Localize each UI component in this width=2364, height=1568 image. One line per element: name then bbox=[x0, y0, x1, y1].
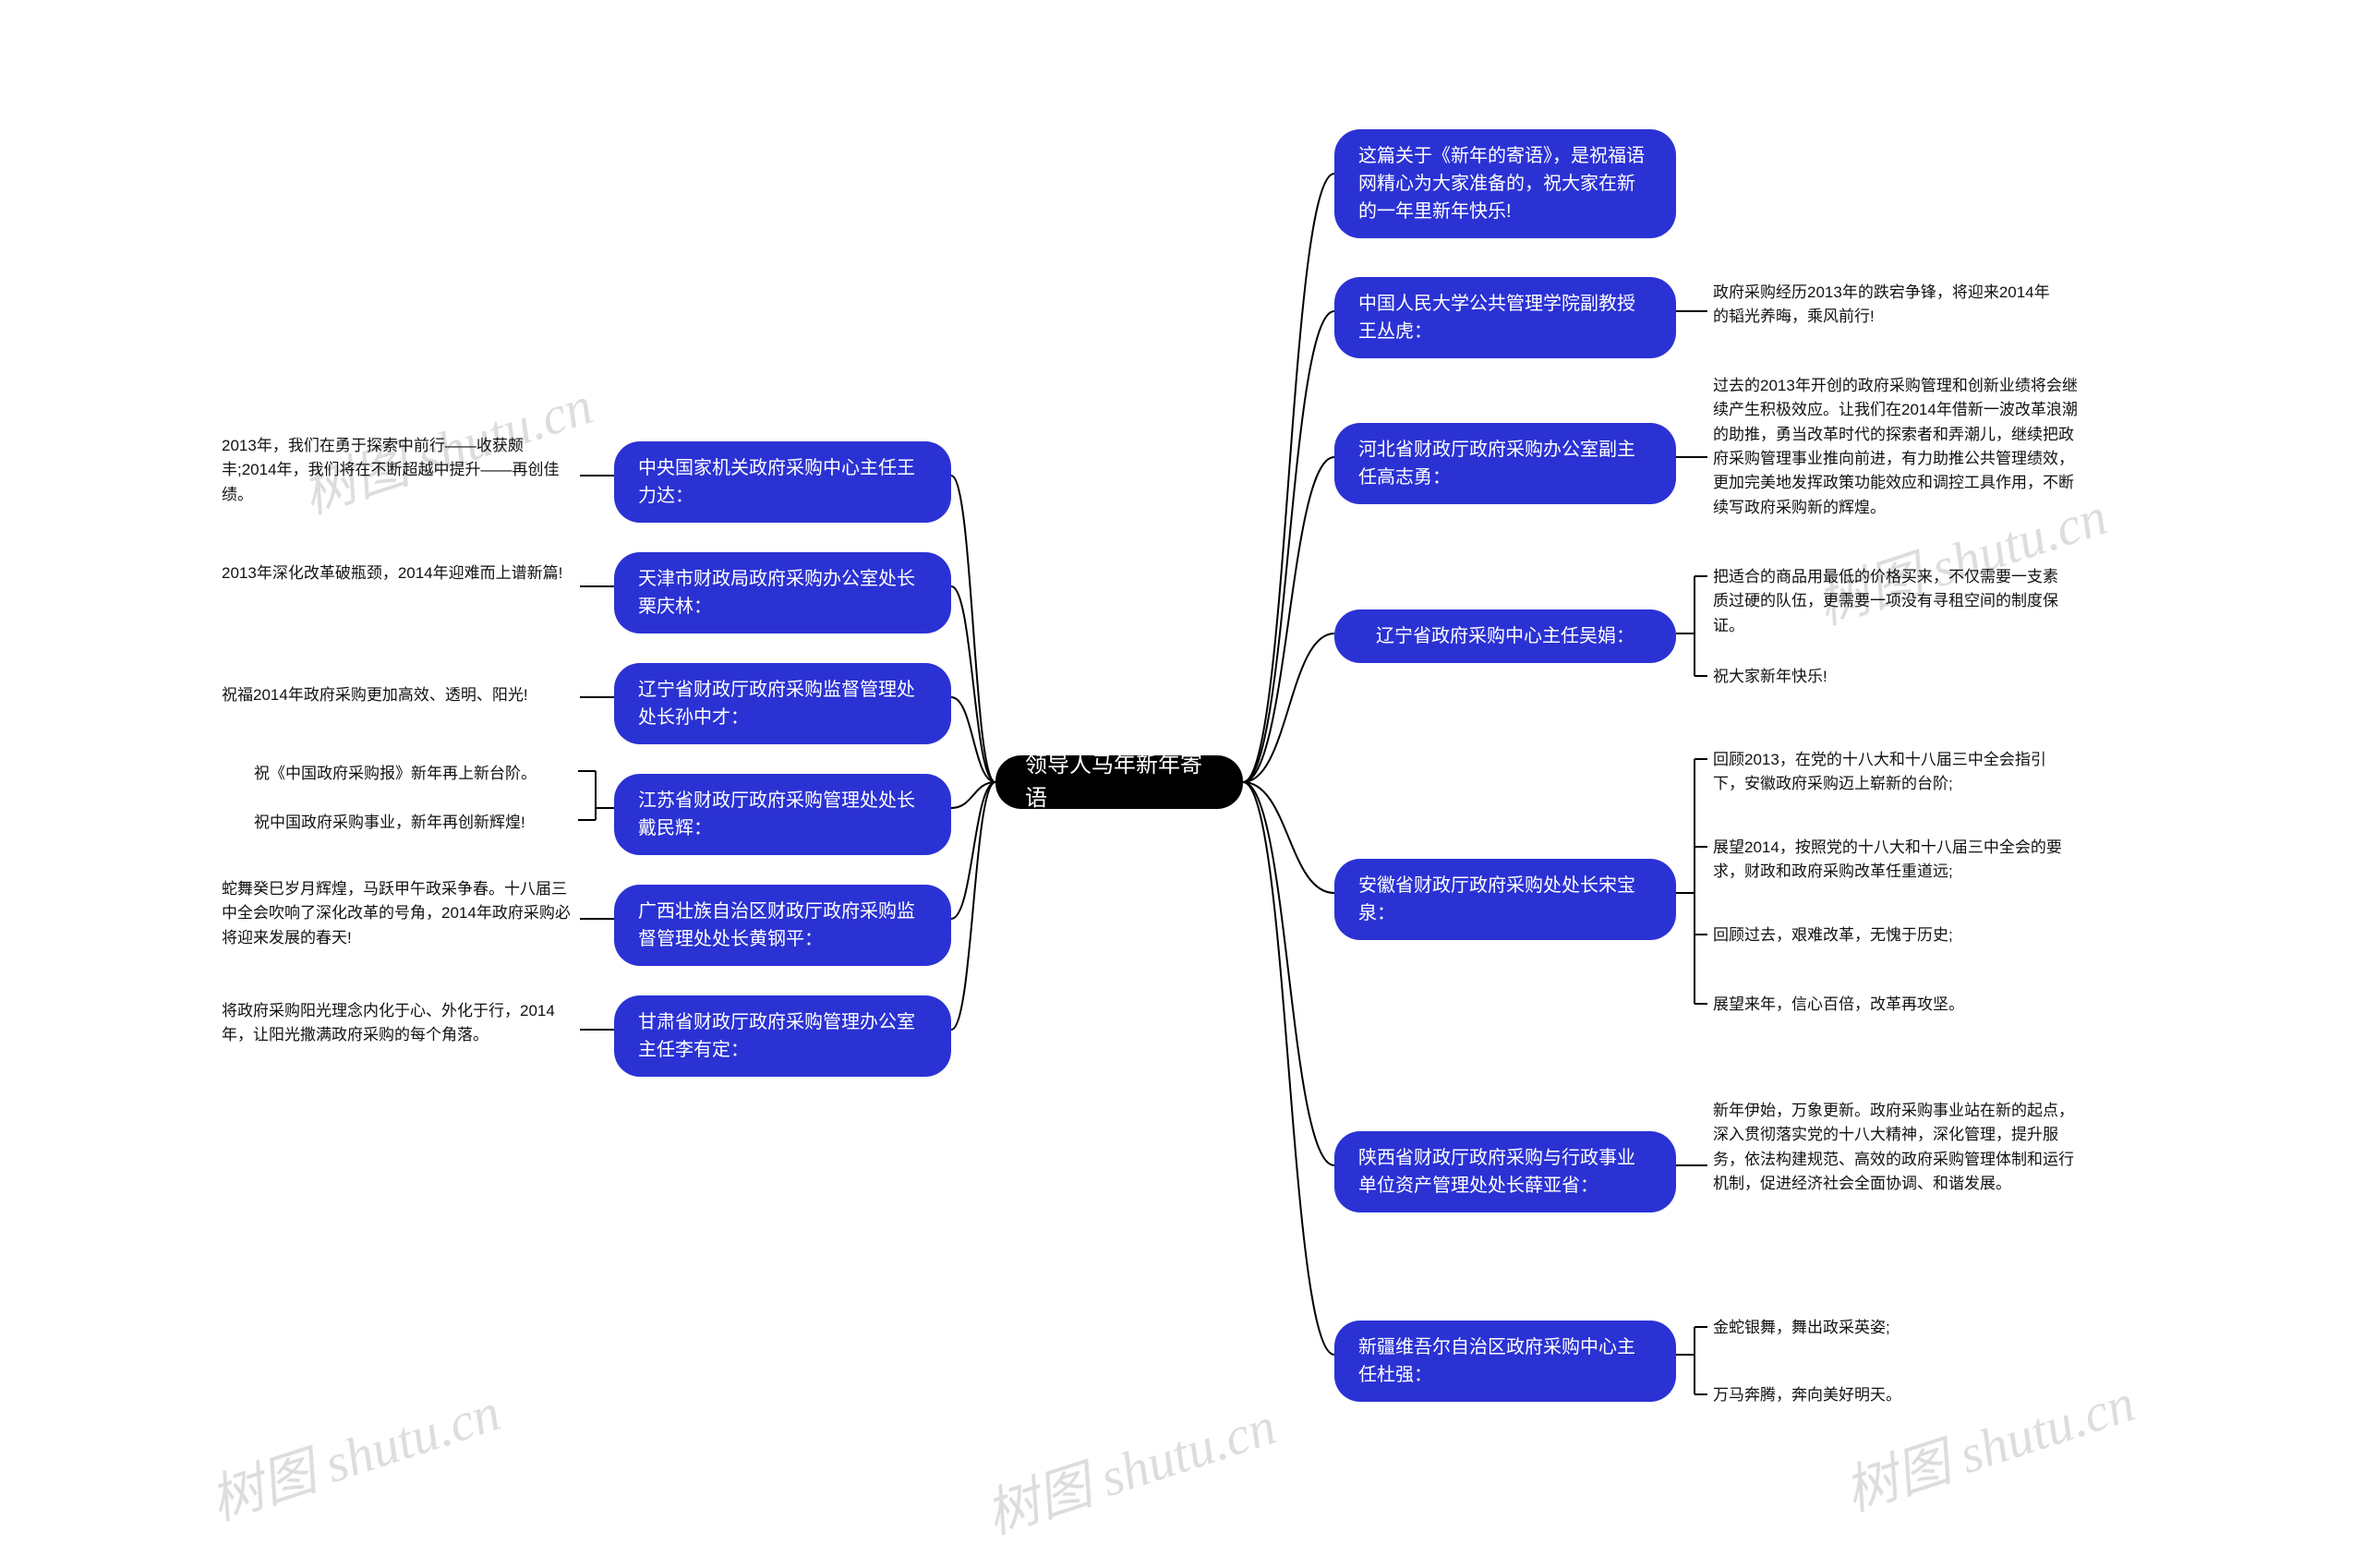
center-node[interactable]: 领导人马年新年寄语 bbox=[995, 755, 1243, 809]
leaf-text: 蛇舞癸巳岁月辉煌，马跃甲午政采争春。十八届三中全会吹响了深化改革的号角，2014… bbox=[222, 877, 573, 950]
branch-node-left[interactable]: 辽宁省财政厅政府采购监督管理处处长孙中才： bbox=[614, 663, 951, 744]
leaf-text: 政府采购经历2013年的跌宕争锋，将迎来2014年的韬光养晦，乘风前行! bbox=[1713, 281, 2064, 330]
branch-node-right[interactable]: 中国人民大学公共管理学院副教授王丛虎： bbox=[1334, 277, 1676, 358]
leaf-text: 2013年深化改革破瓶颈，2014年迎难而上谱新篇! bbox=[222, 561, 573, 585]
leaf-text: 将政府采购阳光理念内化于心、外化于行，2014年，让阳光撒满政府采购的每个角落。 bbox=[222, 999, 573, 1048]
branch-node-left[interactable]: 中央国家机关政府采购中心主任王力达： bbox=[614, 441, 951, 523]
branch-node-left[interactable]: 江苏省财政厅政府采购管理处处长戴民辉： bbox=[614, 774, 951, 855]
branch-node-right[interactable]: 陕西省财政厅政府采购与行政事业单位资产管理处处长薛亚省： bbox=[1334, 1131, 1676, 1212]
branch-node-right[interactable]: 安徽省财政厅政府采购处处长宋宝泉： bbox=[1334, 859, 1676, 940]
leaf-text: 过去的2013年开创的政府采购管理和创新业绩将会继续产生积极效应。让我们在201… bbox=[1713, 374, 2082, 520]
leaf-text: 祝中国政府采购事业，新年再创新辉煌! bbox=[254, 811, 573, 835]
watermark: 树图 shutu.cn bbox=[974, 1382, 1284, 1549]
branch-node-right[interactable]: 这篇关于《新年的寄语》，是祝福语网精心为大家准备的，祝大家在新的一年里新年快乐! bbox=[1334, 129, 1676, 238]
leaf-text: 回顾2013，在党的十八大和十八届三中全会指引下，安徽政府采购迈上崭新的台阶; bbox=[1713, 748, 2073, 797]
leaf-text: 祝福2014年政府采购更加高效、透明、阳光! bbox=[222, 683, 573, 707]
branch-node-right[interactable]: 新疆维吾尔自治区政府采购中心主任杜强： bbox=[1334, 1321, 1676, 1402]
leaf-text: 新年伊始，万象更新。政府采购事业站在新的起点，深入贯彻落实党的十八大精神，深化管… bbox=[1713, 1099, 2082, 1196]
mindmap-canvas: 领导人马年新年寄语 中央国家机关政府采购中心主任王力达： 2013年，我们在勇于探索… bbox=[0, 0, 2364, 1568]
branch-node-left[interactable]: 广西壮族自治区财政厅政府采购监督管理处处长黄钢平： bbox=[614, 885, 951, 966]
branch-node-right[interactable]: 河北省财政厅政府采购办公室副主任高志勇： bbox=[1334, 423, 1676, 504]
leaf-text: 2013年，我们在勇于探索中前行——收获颇丰;2014年，我们将在不断超越中提升… bbox=[222, 434, 573, 507]
leaf-text: 展望来年，信心百倍，改革再攻坚。 bbox=[1713, 993, 2073, 1017]
leaf-text: 把适合的商品用最低的价格买来，不仅需要一支素质过硬的队伍，更需要一项没有寻租空间… bbox=[1713, 565, 2073, 638]
leaf-text: 展望2014，按照党的十八大和十八届三中全会的要求，财政和政府采购改革任重道远; bbox=[1713, 836, 2073, 885]
leaf-text: 金蛇银舞，舞出政采英姿; bbox=[1713, 1316, 2073, 1340]
branch-node-right[interactable]: 辽宁省政府采购中心主任吴娟： bbox=[1334, 609, 1676, 663]
leaf-text: 祝大家新年快乐! bbox=[1713, 665, 2073, 689]
branch-node-left[interactable]: 天津市财政局政府采购办公室处长栗庆林： bbox=[614, 552, 951, 633]
leaf-text: 祝《中国政府采购报》新年再上新台阶。 bbox=[254, 762, 573, 786]
leaf-text: 万马奔腾，奔向美好明天。 bbox=[1713, 1383, 2073, 1407]
watermark: 树图 shutu.cn bbox=[199, 1369, 508, 1535]
branch-node-left[interactable]: 甘肃省财政厅政府采购管理办公室主任李有定： bbox=[614, 995, 951, 1077]
leaf-text: 回顾过去，艰难改革，无愧于历史; bbox=[1713, 923, 2073, 947]
